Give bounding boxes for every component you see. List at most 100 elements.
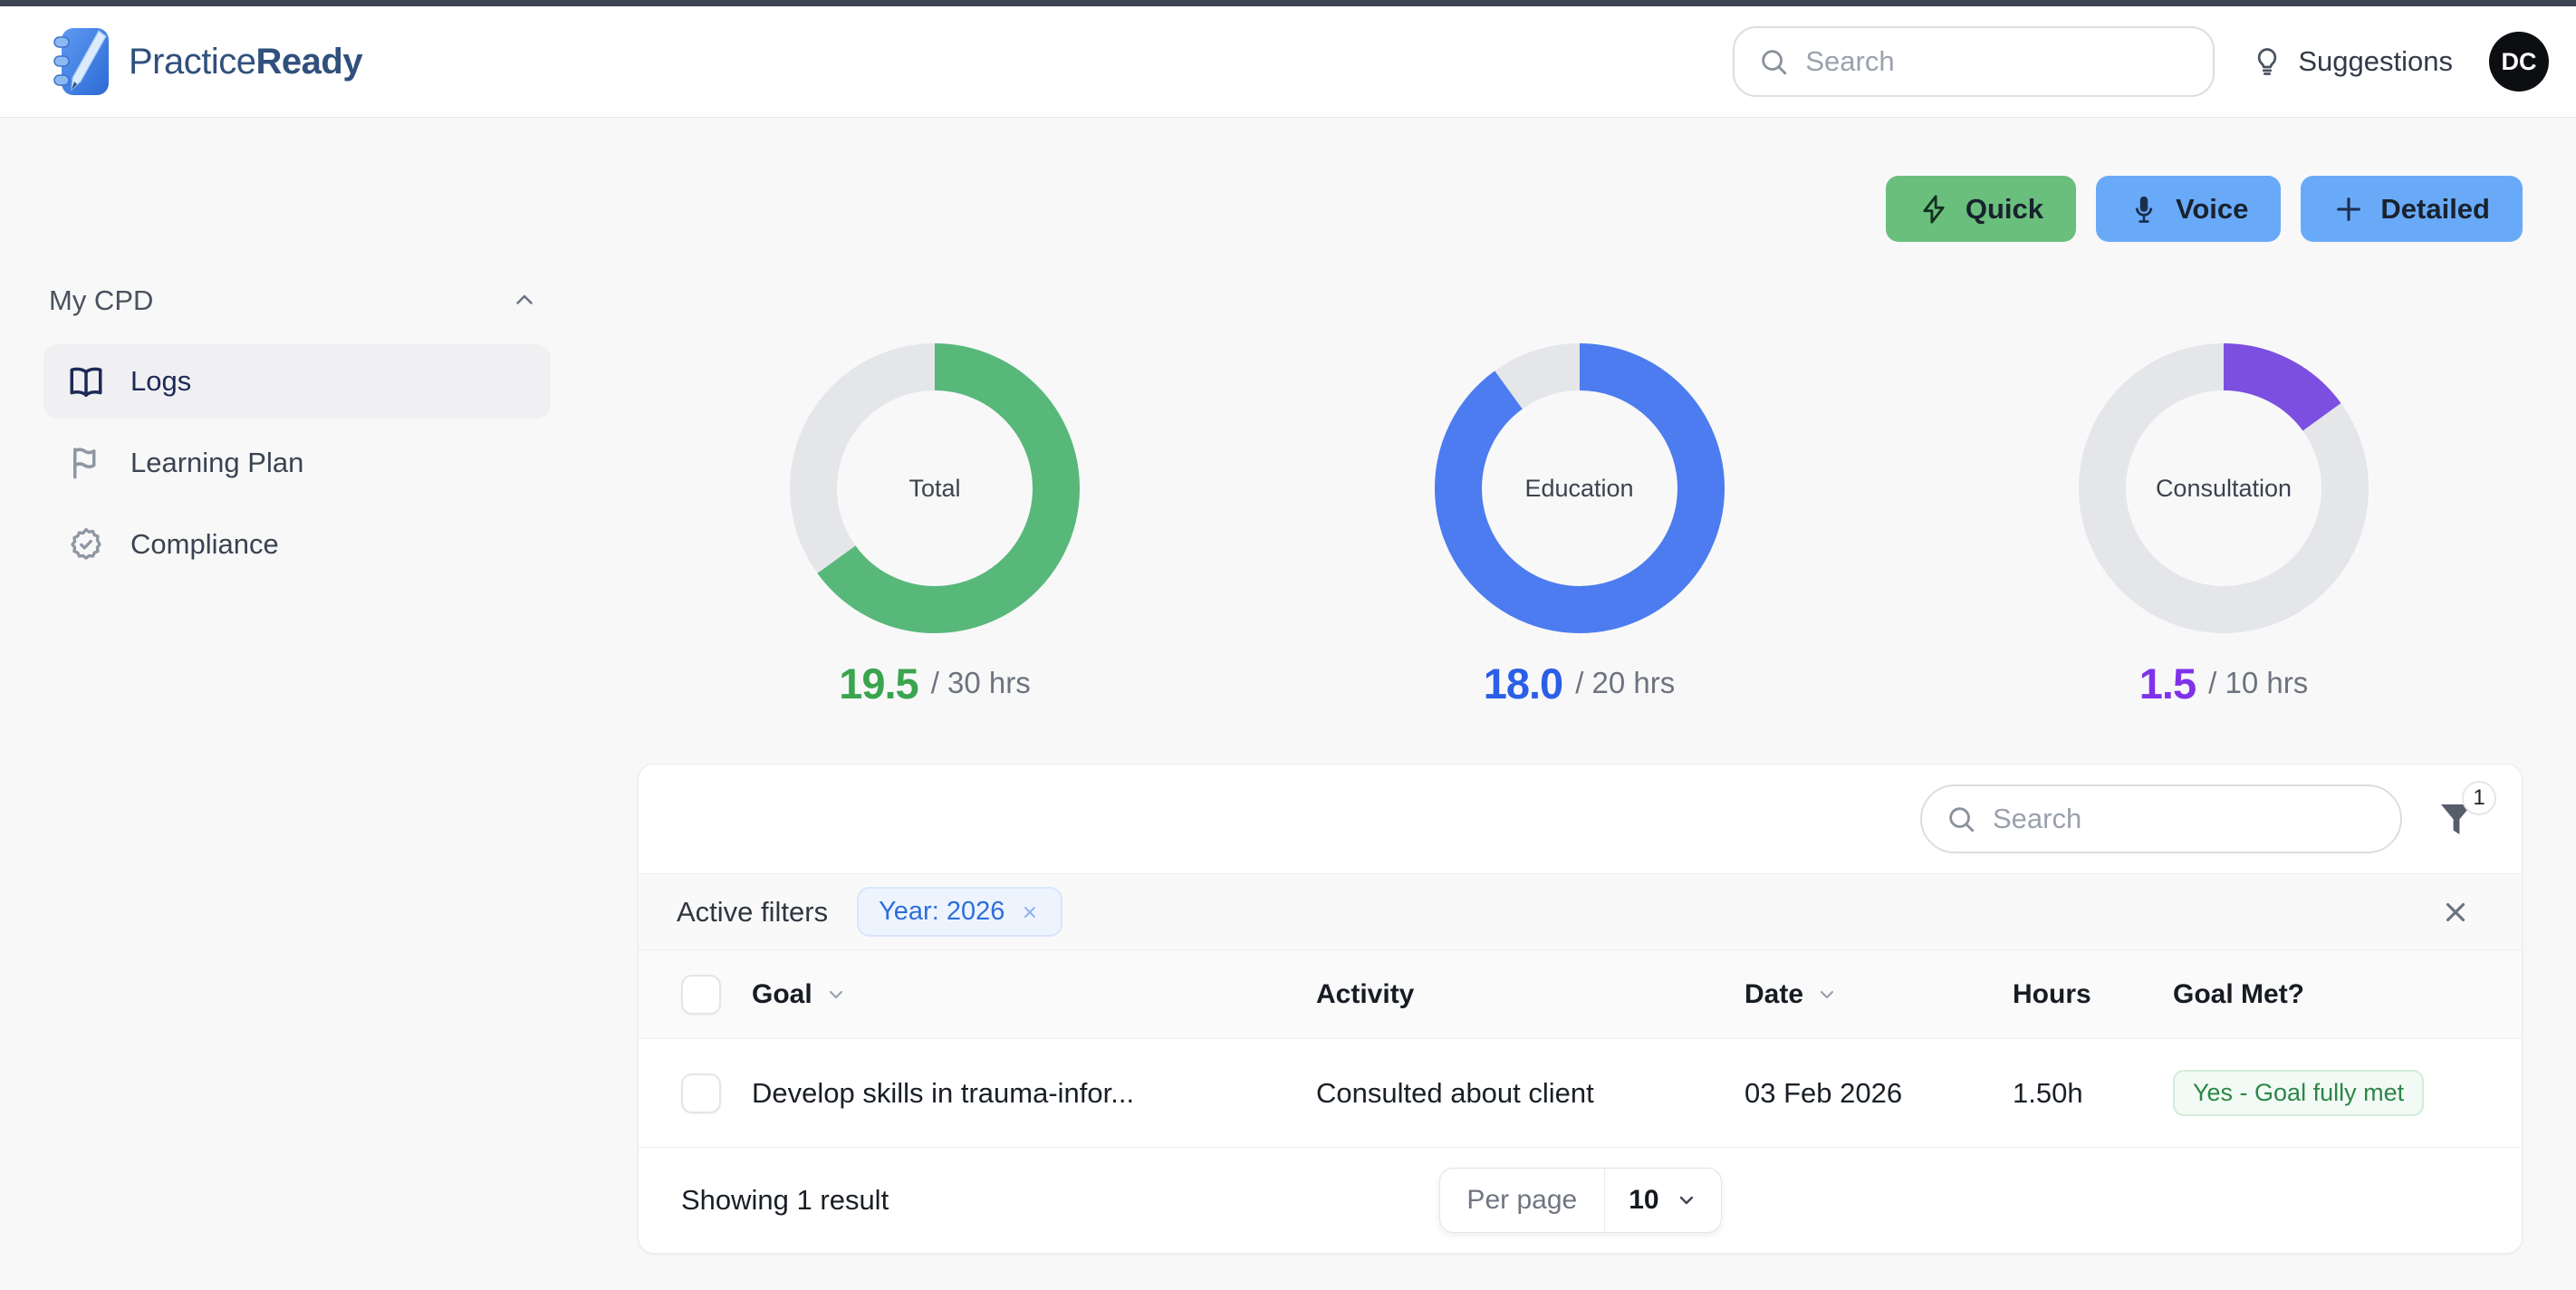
- sidebar-item-logs[interactable]: Logs: [43, 344, 551, 419]
- filter-count-badge: 1: [2462, 781, 2496, 815]
- column-label: Goal Met?: [2173, 978, 2305, 1009]
- donut-target: / 10 hrs: [2208, 666, 2309, 699]
- detailed-log-label: Detailed: [2380, 192, 2490, 225]
- donut-consultation: Consultation 1.5 / 10 hrs: [2079, 343, 2369, 709]
- suggestions-label: Suggestions: [2298, 45, 2453, 77]
- cell-hours: 1.50h: [2013, 1076, 2083, 1109]
- funnel-icon: [2441, 804, 2472, 834]
- donut-chart-total: [790, 343, 1080, 633]
- plus-icon: [2337, 197, 2361, 221]
- voice-log-label: Voice: [2175, 192, 2249, 225]
- lightbulb-icon: [2258, 48, 2277, 75]
- goal-met-badge: Yes - Goal fully met: [2173, 1070, 2425, 1116]
- progress-donuts: Total 19.5 / 30 hrs Education: [638, 343, 2523, 709]
- per-page-label: Per page: [1439, 1169, 1606, 1232]
- voice-log-button[interactable]: Voice: [2095, 176, 2282, 242]
- sidebar-item-compliance[interactable]: Compliance: [43, 507, 551, 582]
- logs-table-card: 1 Active filters Year: 2026: [638, 764, 2523, 1254]
- search-icon: [1949, 807, 1975, 833]
- brand-name: PracticeReady: [129, 41, 363, 82]
- clear-filters-close-icon[interactable]: [2440, 897, 2471, 928]
- column-label: Date: [1745, 978, 1804, 1009]
- search-icon: [1762, 50, 1787, 75]
- donut-chart-consultation: [2079, 343, 2369, 633]
- donut-education: Education 18.0 / 20 hrs: [1434, 343, 1725, 709]
- select-all-checkbox[interactable]: [681, 974, 721, 1015]
- chevron-down-icon: [1679, 1196, 1693, 1205]
- row-checkbox[interactable]: [681, 1073, 721, 1113]
- column-header-goal[interactable]: Goal: [752, 979, 1316, 1010]
- column-label: Goal: [752, 978, 812, 1009]
- donut-value-line: 18.0 / 20 hrs: [1435, 657, 1725, 709]
- column-header-goal-met: Goal Met?: [2173, 979, 2485, 1010]
- active-filters-bar: Active filters Year: 2026: [639, 873, 2522, 950]
- column-label: Hours: [2013, 978, 2091, 1009]
- open-book-icon: [70, 367, 102, 397]
- donut-center-label: Education: [1524, 474, 1634, 502]
- avatar[interactable]: DC: [2489, 32, 2549, 91]
- chevron-down-icon: [1820, 990, 1834, 998]
- donut-total: Total 19.5 / 30 hrs: [790, 343, 1080, 709]
- cell-activity: Consulted about client: [1316, 1076, 1594, 1109]
- sidebar-item-learning-plan[interactable]: Learning Plan: [43, 426, 551, 500]
- column-header-activity: Activity: [1316, 979, 1745, 1010]
- flag-icon: [73, 448, 96, 479]
- global-search-input[interactable]: [1805, 45, 2190, 78]
- app-header: PracticeReady Suggestions DC: [0, 6, 2576, 118]
- table-row[interactable]: Develop skills in trauma-infor... Consul…: [639, 1039, 2522, 1148]
- donut-center-label: Consultation: [2155, 474, 2292, 502]
- global-search: [1733, 26, 2216, 97]
- cell-date: 03 Feb 2026: [1745, 1076, 1903, 1109]
- sidebar-section-my-cpd[interactable]: My CPD: [43, 283, 551, 319]
- chip-remove-icon[interactable]: [1019, 901, 1041, 923]
- table-search: [1920, 785, 2402, 853]
- filter-button[interactable]: 1: [2435, 781, 2496, 841]
- per-page-select[interactable]: 10: [1605, 1169, 1720, 1232]
- window-top-strip: [0, 0, 2576, 6]
- cell-goal: Develop skills in trauma-infor...: [752, 1076, 1135, 1109]
- sidebar-item-label: Learning Plan: [130, 447, 304, 478]
- quick-log-label: Quick: [1965, 192, 2043, 225]
- results-summary: Showing 1 result: [681, 1184, 889, 1216]
- table-toolbar: 1: [639, 765, 2522, 873]
- donut-value-line: 1.5 / 10 hrs: [2079, 657, 2369, 709]
- sidebar-item-label: Compliance: [130, 528, 279, 560]
- body-layout: My CPD Logs Learning Plan Compliance: [0, 118, 2576, 1254]
- table-footer: Showing 1 result Per page 10: [639, 1148, 2522, 1253]
- filter-chip-year[interactable]: Year: 2026: [857, 887, 1063, 937]
- donut-value: 1.5: [2139, 659, 2196, 708]
- active-filters-label: Active filters: [677, 895, 829, 928]
- lightning-icon: [1923, 194, 1945, 224]
- donut-center-label: Total: [908, 474, 961, 502]
- table-header-row: Goal Activity Date Hours Goal Met?: [639, 950, 2522, 1039]
- table-search-input[interactable]: [1993, 803, 2377, 835]
- log-actions: Quick Voice Detailed: [638, 176, 2523, 242]
- detailed-log-button[interactable]: Detailed: [2301, 176, 2523, 242]
- filter-chip-label: Year: 2026: [879, 897, 1005, 926]
- header-right-group: Suggestions DC: [1733, 26, 2549, 97]
- sidebar-section-label: My CPD: [49, 284, 154, 316]
- microphone-icon: [2135, 196, 2153, 223]
- quick-log-button[interactable]: Quick: [1885, 176, 2076, 242]
- per-page-value: 10: [1629, 1185, 1659, 1215]
- column-header-date[interactable]: Date: [1745, 979, 2013, 1010]
- donut-target: / 20 hrs: [1575, 666, 1676, 699]
- donut-value: 19.5: [839, 659, 918, 708]
- cell-goal-met: Yes - Goal fully met: [2173, 1070, 2485, 1116]
- donut-chart-education: [1434, 343, 1725, 633]
- badge-check-icon: [71, 527, 101, 560]
- sidebar-item-label: Logs: [130, 365, 192, 397]
- column-header-hours: Hours: [2013, 979, 2173, 1010]
- donut-value-line: 19.5 / 30 hrs: [790, 657, 1080, 709]
- sidebar-list: Logs Learning Plan Compliance: [43, 344, 551, 582]
- suggestions-button[interactable]: Suggestions: [2251, 45, 2453, 78]
- per-page-control[interactable]: Per page 10: [1438, 1168, 1722, 1233]
- donut-target: / 30 hrs: [930, 666, 1031, 699]
- column-label: Activity: [1316, 978, 1415, 1009]
- chevron-down-icon: [829, 990, 842, 998]
- chevron-up-icon: [516, 294, 533, 304]
- sidebar: My CPD Logs Learning Plan Compliance: [0, 118, 638, 582]
- main-content: Quick Voice Detailed: [638, 118, 2576, 1254]
- brand-logo[interactable]: PracticeReady: [53, 26, 363, 97]
